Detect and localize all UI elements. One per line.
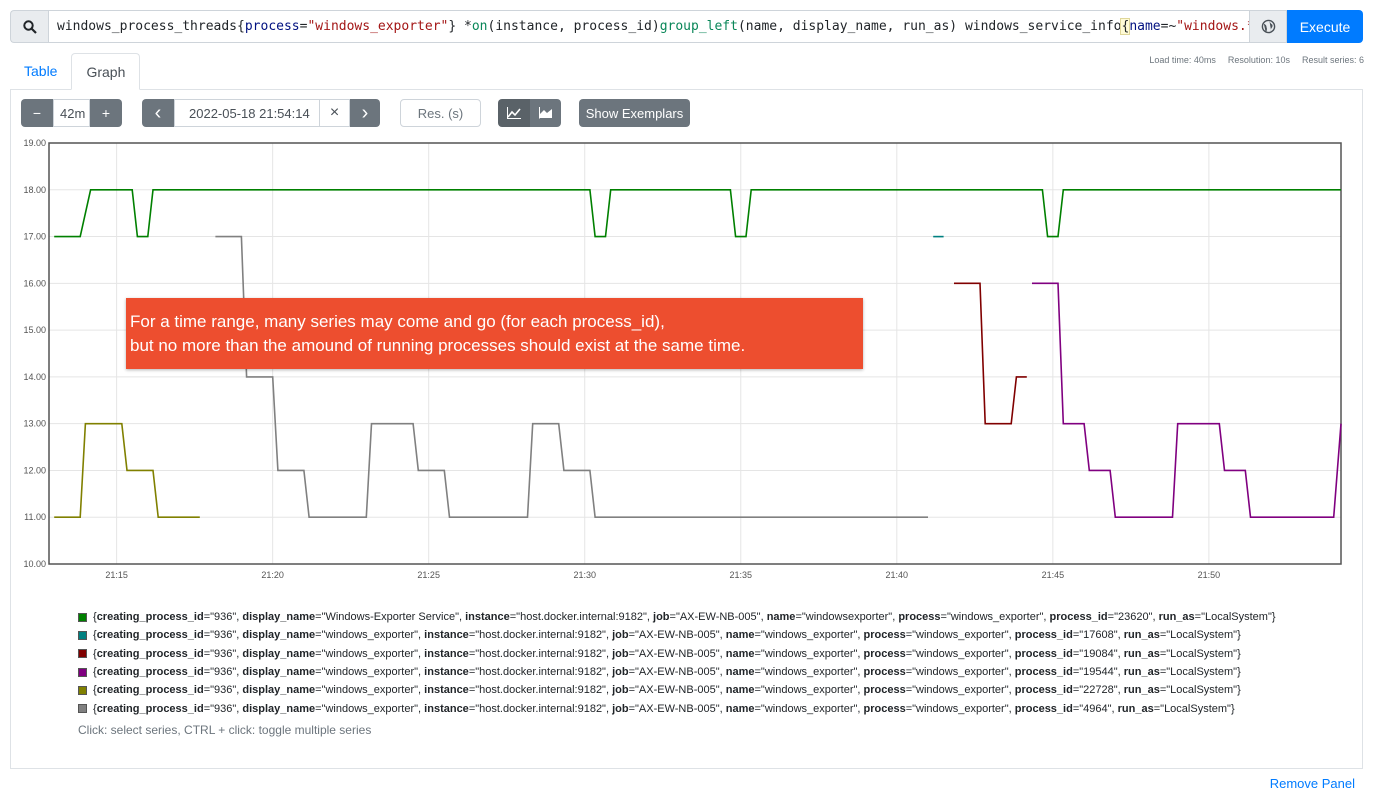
result-series: Result series: 6 xyxy=(1301,55,1364,65)
view-tabs: Table Graph xyxy=(10,53,141,90)
load-time: Load time: 40ms xyxy=(1149,55,1216,65)
y-tick-label: 18.00 xyxy=(23,185,46,195)
query-token: = xyxy=(299,19,308,34)
y-tick-label: 10.00 xyxy=(23,559,46,569)
callout-line-1: For a time range, many series may come a… xyxy=(130,312,665,331)
graph-panel: − 42m + ‹ 2022-05-18 21:54:14 × › Res. (… xyxy=(10,89,1363,769)
series-labels: {creating_process_id="936", display_name… xyxy=(93,666,1241,679)
legend-item[interactable]: {creating_process_id="936", display_name… xyxy=(78,626,1276,644)
series-labels: {creating_process_id="936", display_name… xyxy=(93,684,1241,697)
decrease-range-button[interactable]: − xyxy=(21,99,53,127)
series-swatch xyxy=(78,630,87,640)
query-token: =~ xyxy=(1160,19,1177,34)
plot-frame xyxy=(48,142,1342,565)
tab-graph[interactable]: Graph xyxy=(71,53,141,90)
previous-time-button[interactable]: ‹ xyxy=(142,99,174,127)
query-token: name xyxy=(1129,19,1161,34)
search-icon[interactable] xyxy=(10,10,48,43)
series-line-0 xyxy=(54,188,1341,238)
query-bar: windows_process_threads {process = "window… xyxy=(10,10,1363,43)
series-swatch xyxy=(78,704,87,714)
query-stats: Load time: 40ms Resolution: 10s Result s… xyxy=(1149,55,1364,65)
series-labels: {creating_process_id="936", display_name… xyxy=(93,702,1235,715)
execute-button[interactable]: Execute xyxy=(1287,10,1363,43)
series-swatch xyxy=(78,685,87,695)
query-token: } * xyxy=(448,19,472,34)
query-token: group_left xyxy=(659,19,738,34)
x-tick-label: 21:15 xyxy=(105,570,128,580)
end-time-input[interactable]: 2022-05-18 21:54:14 xyxy=(174,99,320,127)
query-token: { xyxy=(1120,18,1131,35)
legend-item[interactable]: {creating_process_id="936", display_name… xyxy=(78,608,1276,626)
globe-icon[interactable] xyxy=(1250,10,1287,43)
series-line-5 xyxy=(215,235,928,519)
annotation-callout: For a time range, many series may come a… xyxy=(126,298,863,369)
series-swatch xyxy=(78,612,87,622)
query-token: process xyxy=(244,19,300,34)
next-time-button[interactable]: › xyxy=(350,99,380,127)
x-tick-label: 21:50 xyxy=(1198,570,1221,580)
series-labels: {creating_process_id="936", display_name… xyxy=(93,629,1241,642)
range-input[interactable]: 42m xyxy=(53,99,90,127)
x-tick-label: 21:25 xyxy=(417,570,440,580)
y-tick-label: 19.00 xyxy=(23,138,46,148)
graph-controls: − 42m + ‹ 2022-05-18 21:54:14 × › Res. (… xyxy=(21,99,690,127)
y-tick-label: 11.00 xyxy=(24,512,46,522)
x-tick-label: 21:45 xyxy=(1042,570,1065,580)
legend-hint: Click: select series, CTRL + click: togg… xyxy=(78,723,372,737)
y-tick-label: 14.00 xyxy=(23,372,46,382)
y-tick-label: 15.00 xyxy=(23,325,46,335)
increase-range-button[interactable]: + xyxy=(90,99,122,127)
area-chart-icon[interactable] xyxy=(530,99,561,127)
series-swatch xyxy=(78,667,87,677)
y-tick-label: 13.00 xyxy=(23,419,46,429)
series-legend: {creating_process_id="936", display_name… xyxy=(78,608,1276,718)
query-token: windows_process_threads xyxy=(57,19,238,34)
x-tick-label: 21:35 xyxy=(730,570,753,580)
series-labels: {creating_process_id="936", display_name… xyxy=(93,647,1241,660)
series-swatch xyxy=(78,649,87,659)
remove-panel-link[interactable]: Remove Panel xyxy=(1269,776,1355,791)
legend-item[interactable]: {creating_process_id="936", display_name… xyxy=(78,645,1276,663)
legend-item[interactable]: {creating_process_id="936", display_name… xyxy=(78,663,1276,681)
legend-item[interactable]: {creating_process_id="936", display_name… xyxy=(78,681,1276,699)
resolution: Resolution: 10s xyxy=(1227,55,1290,65)
query-token: "windows_exporter" xyxy=(307,19,449,34)
query-token: { xyxy=(237,19,245,34)
query-token: (instance, process_id) xyxy=(487,19,660,34)
x-tick-label: 21:30 xyxy=(573,570,596,580)
legend-item[interactable]: {creating_process_id="936", display_name… xyxy=(78,699,1276,717)
y-tick-label: 17.00 xyxy=(23,232,46,242)
y-tick-label: 16.00 xyxy=(23,278,46,288)
line-chart-icon[interactable] xyxy=(498,99,530,127)
resolution-input[interactable]: Res. (s) xyxy=(400,99,481,127)
y-tick-label: 12.00 xyxy=(23,465,46,475)
series-labels: {creating_process_id="936", display_name… xyxy=(93,611,1276,624)
show-exemplars-button[interactable]: Show Exemplars xyxy=(579,99,690,127)
series-line-3 xyxy=(1032,282,1342,519)
x-tick-label: 21:20 xyxy=(261,570,284,580)
tab-table[interactable]: Table xyxy=(24,63,58,79)
series-line-2 xyxy=(954,282,1027,425)
query-token: on xyxy=(471,19,488,34)
query-token: "windows.*exporter" xyxy=(1176,19,1249,34)
clear-time-button[interactable]: × xyxy=(320,99,350,127)
callout-line-2: but no more than the amound of running p… xyxy=(130,336,746,355)
x-tick-label: 21:40 xyxy=(886,570,909,580)
expression-input[interactable]: windows_process_threads {process = "window… xyxy=(48,10,1250,43)
series-line-4 xyxy=(54,422,200,519)
query-token: (name, display_name, run_as) windows_ser… xyxy=(737,19,1122,34)
